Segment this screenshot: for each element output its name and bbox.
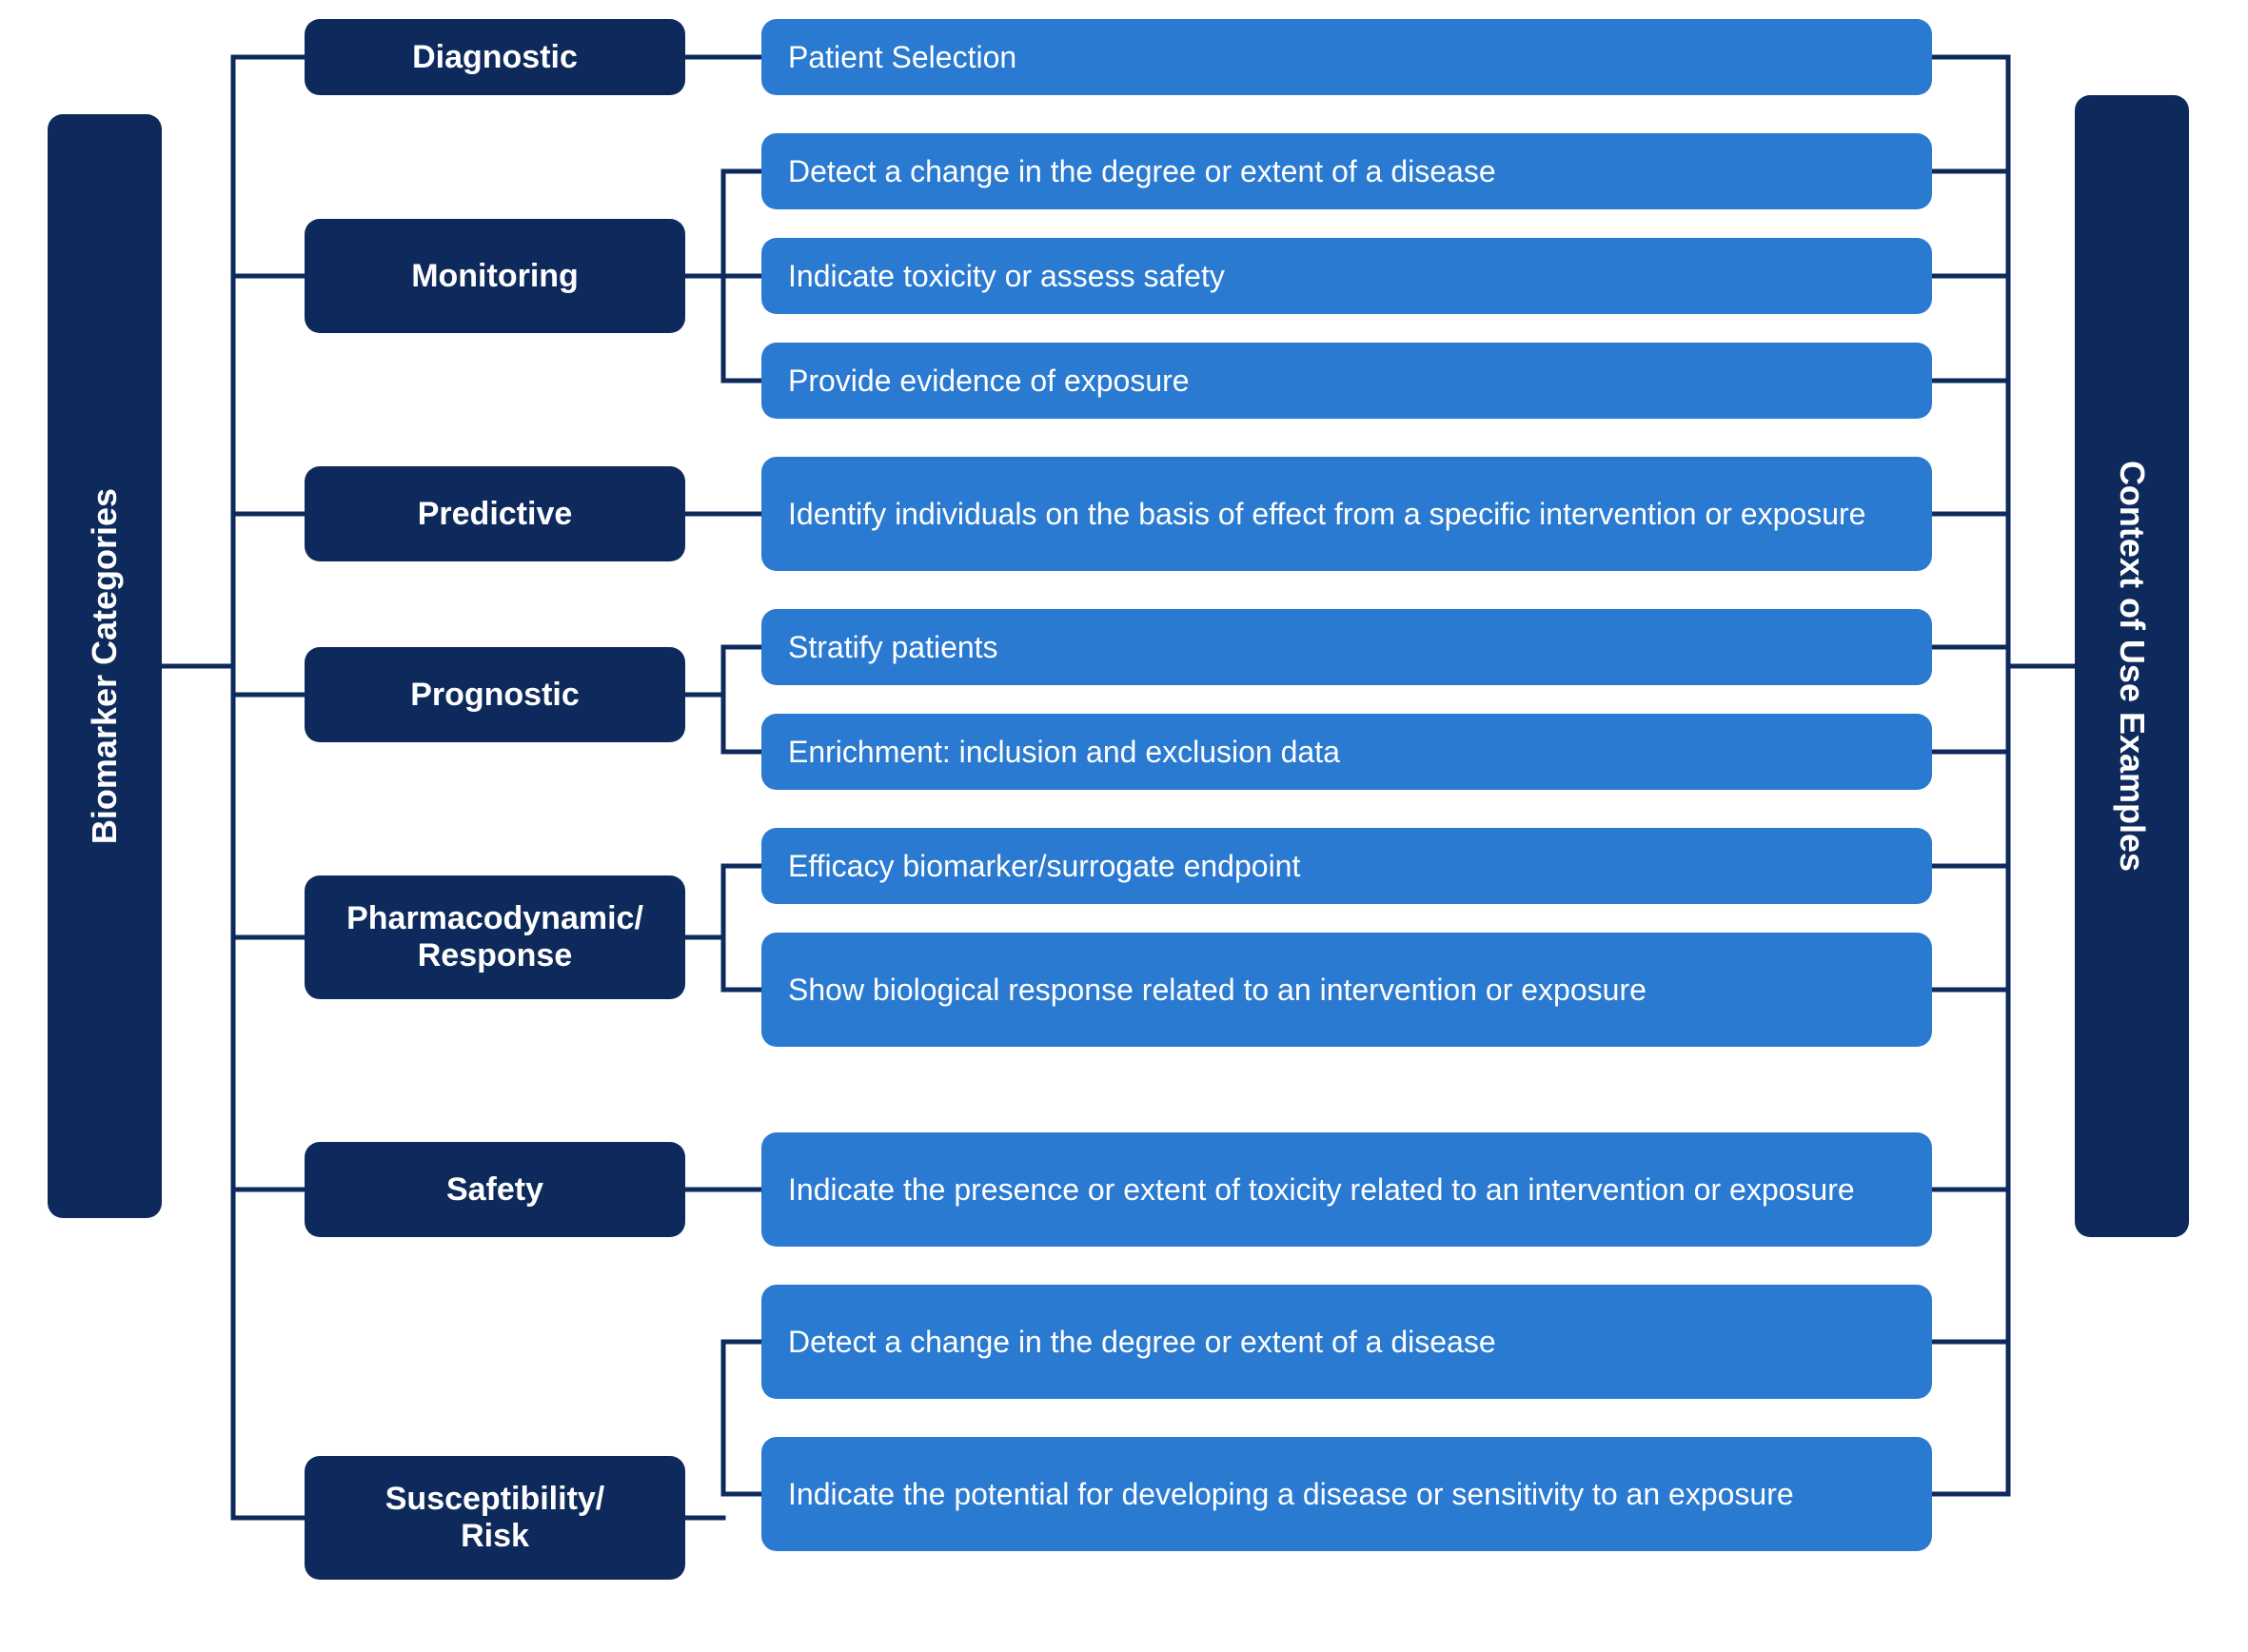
category-diagnostic: Diagnostic	[305, 19, 685, 95]
category-monitoring: Monitoring	[305, 219, 685, 333]
example-text: Patient Selection	[788, 38, 1016, 76]
example-susceptibility-0: Detect a change in the degree or extent …	[761, 1285, 1932, 1399]
example-susceptibility-1: Indicate the potential for developing a …	[761, 1437, 1932, 1551]
category-prognostic: Prognostic	[305, 647, 685, 742]
category-susceptibility: Susceptibility/ Risk	[305, 1456, 685, 1580]
left-axis-label: Biomarker Categories	[48, 114, 162, 1218]
biomarker-diagram: Biomarker Categories Context of Use Exam…	[0, 0, 2248, 1652]
example-text: Indicate the presence or extent of toxic…	[788, 1170, 1855, 1209]
left-axis-text: Biomarker Categories	[85, 488, 125, 844]
category-label: Susceptibility/ Risk	[385, 1481, 605, 1555]
example-text: Stratify patients	[788, 628, 998, 666]
example-text: Enrichment: inclusion and exclusion data	[788, 733, 1340, 771]
category-predictive: Predictive	[305, 466, 685, 561]
example-text: Identify individuals on the basis of eff…	[788, 495, 1865, 533]
category-safety: Safety	[305, 1142, 685, 1237]
example-safety-0: Indicate the presence or extent of toxic…	[761, 1132, 1932, 1247]
example-monitoring-1: Indicate toxicity or assess safety	[761, 238, 1932, 314]
example-text: Detect a change in the degree or extent …	[788, 1323, 1496, 1361]
category-label: Diagnostic	[412, 39, 578, 76]
example-text: Detect a change in the degree or extent …	[788, 152, 1496, 190]
example-text: Efficacy biomarker/surrogate endpoint	[788, 847, 1300, 885]
example-prognostic-1: Enrichment: inclusion and exclusion data	[761, 714, 1932, 790]
example-monitoring-2: Provide evidence of exposure	[761, 343, 1932, 419]
example-text: Indicate the potential for developing a …	[788, 1475, 1794, 1513]
category-label: Prognostic	[410, 677, 580, 714]
example-pharmacodynamic-0: Efficacy biomarker/surrogate endpoint	[761, 828, 1932, 904]
example-text: Indicate toxicity or assess safety	[788, 257, 1225, 295]
right-axis-text: Context of Use Examples	[2112, 461, 2152, 872]
example-predictive-0: Identify individuals on the basis of eff…	[761, 457, 1932, 571]
category-label: Pharmacodynamic/ Response	[346, 900, 643, 974]
example-prognostic-0: Stratify patients	[761, 609, 1932, 685]
example-text: Show biological response related to an i…	[788, 971, 1647, 1009]
category-pharmacodynamic: Pharmacodynamic/ Response	[305, 875, 685, 999]
category-label: Monitoring	[411, 258, 579, 295]
right-axis-label: Context of Use Examples	[2075, 95, 2189, 1237]
category-label: Safety	[446, 1171, 543, 1209]
example-monitoring-0: Detect a change in the degree or extent …	[761, 133, 1932, 209]
example-diagnostic-0: Patient Selection	[761, 19, 1932, 95]
example-text: Provide evidence of exposure	[788, 362, 1190, 400]
category-label: Predictive	[418, 496, 573, 533]
example-pharmacodynamic-1: Show biological response related to an i…	[761, 933, 1932, 1047]
